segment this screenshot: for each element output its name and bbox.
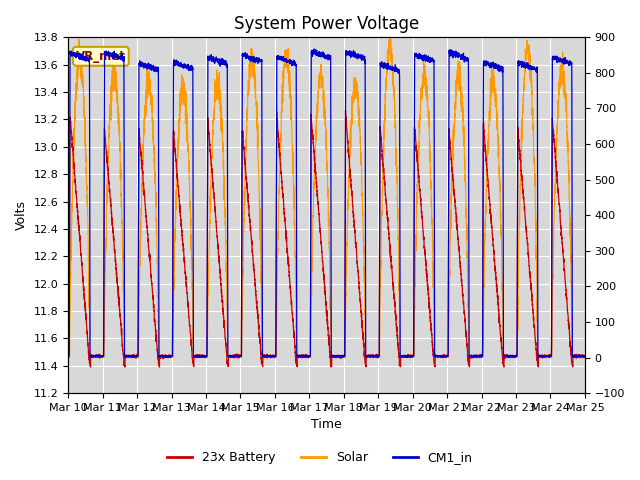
CM1_in	[442, 354, 450, 360]
Solar	[157, 355, 165, 360]
Solar	[413, 182, 421, 188]
Solar	[581, 355, 589, 360]
23x Battery	[64, 353, 72, 359]
CM1_in	[64, 353, 72, 359]
CM1_in	[472, 353, 479, 359]
CM1_in	[157, 353, 165, 359]
23x Battery	[472, 353, 479, 359]
Solar	[307, 328, 315, 334]
Solar	[386, 28, 394, 34]
Solar	[64, 355, 72, 360]
CM1_in	[580, 354, 588, 360]
23x Battery	[580, 352, 588, 358]
Solar	[442, 355, 450, 360]
Y-axis label: Volts: Volts	[15, 200, 28, 230]
23x Battery	[307, 116, 315, 122]
CM1_in	[310, 46, 318, 52]
23x Battery	[442, 354, 450, 360]
Text: VR_met: VR_met	[76, 50, 126, 63]
Solar	[472, 355, 479, 360]
23x Battery	[414, 163, 422, 168]
Legend: 23x Battery, Solar, CM1_in: 23x Battery, Solar, CM1_in	[163, 446, 477, 469]
23x Battery	[342, 108, 349, 113]
Solar	[580, 355, 588, 360]
CM1_in	[307, 107, 315, 112]
CM1_in	[414, 53, 422, 59]
23x Battery	[157, 353, 165, 359]
Line: 23x Battery: 23x Battery	[68, 110, 585, 367]
CM1_in	[229, 355, 237, 360]
Line: CM1_in: CM1_in	[68, 49, 585, 358]
X-axis label: Time: Time	[311, 419, 342, 432]
CM1_in	[581, 353, 589, 359]
23x Battery	[581, 353, 589, 359]
Line: Solar: Solar	[68, 31, 585, 358]
Title: System Power Voltage: System Power Voltage	[234, 15, 419, 33]
23x Battery	[156, 364, 163, 370]
